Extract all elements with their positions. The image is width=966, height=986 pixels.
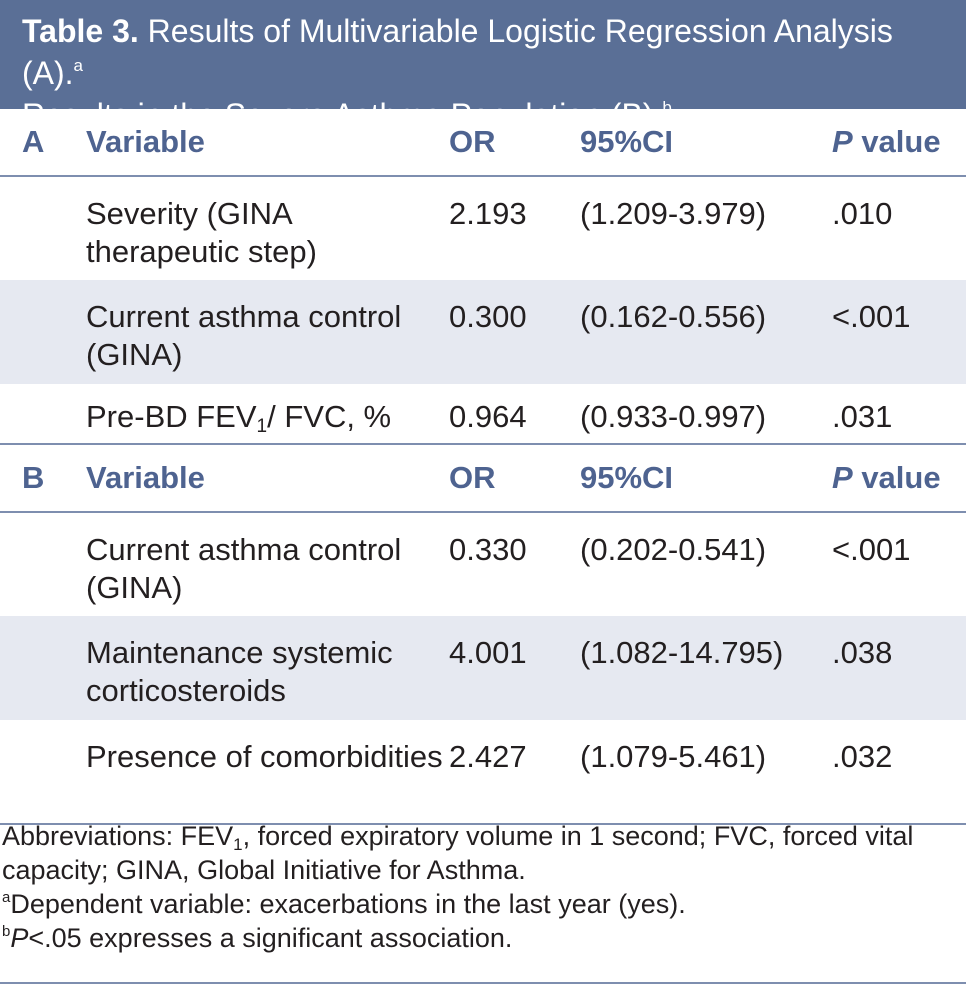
row-variable: Current asthma control (GINA) [86, 280, 449, 384]
p-value-word: value [861, 124, 941, 159]
table-number: Table 3. [22, 13, 139, 49]
row-variable: Severity (GINA therapeutic step) [86, 196, 317, 269]
row-p: .032 [832, 720, 966, 825]
bottom-divider [0, 982, 966, 984]
section-a-label: A [0, 109, 86, 177]
column-header-ci: 95%CI [580, 443, 832, 513]
table-row: Maintenance systemic corticosteroids 4.0… [0, 616, 966, 720]
section-b-label: B [0, 443, 86, 513]
row-or: 4.001 [449, 616, 580, 720]
column-header-or: OR [449, 443, 580, 513]
title-footnote-mark-a: a [73, 56, 84, 75]
row-variable: Presence of comorbidities [86, 720, 449, 825]
row-ci: (1.082-14.795) [580, 616, 832, 720]
header-row-a: A Variable OR 95%CI P value [0, 109, 966, 177]
row-or: 2.427 [449, 720, 580, 825]
column-header-ci: 95%CI [580, 109, 832, 177]
table-row: Severity (GINA therapeutic step) 2.193 (… [0, 176, 966, 280]
row-p: .038 [832, 616, 966, 720]
header-row-b: B Variable OR 95%CI P value [0, 443, 966, 513]
column-header-variable: Variable [86, 443, 449, 513]
row-p: <.001 [832, 532, 911, 567]
footnote-b: bP<.05 expresses a significant associati… [2, 923, 513, 953]
table-footnotes: Abbreviations: FEV1, forced expiratory v… [0, 819, 952, 955]
results-table: A Variable OR 95%CI P value Severity (GI… [0, 109, 966, 825]
row-variable: Pre-BD FEV1/ FVC, % [86, 399, 392, 437]
table-title: Table 3. Results of Multivariable Logist… [0, 0, 966, 133]
row-p: .010 [832, 196, 893, 231]
row-variable: Maintenance systemic corticosteroids [86, 616, 449, 720]
row-or: 2.193 [449, 196, 527, 231]
row-ci: (0.933-0.997) [580, 399, 767, 434]
p-italic: P [832, 124, 853, 159]
abbreviations-note: Abbreviations: FEV1, forced expiratory v… [2, 821, 914, 885]
column-header-p-value: P value [832, 443, 966, 513]
row-or: 0.964 [449, 399, 527, 434]
row-ci: (1.209-3.979) [580, 196, 767, 231]
title-footnote-mark-b: b [662, 98, 672, 117]
row-p: .031 [832, 399, 893, 434]
column-header-variable: Variable [86, 109, 449, 177]
row-ci: (1.079-5.461) [580, 720, 832, 825]
row-or: 0.300 [449, 280, 580, 384]
table-row: Presence of comorbidities 2.427 (1.079-5… [0, 720, 966, 825]
footnote-a: aDependent variable: exacerbations in th… [2, 889, 686, 919]
column-header-or: OR [449, 109, 580, 177]
row-variable: Current asthma control (GINA) [86, 532, 402, 605]
row-or: 0.330 [449, 532, 527, 567]
row-p: <.001 [832, 280, 966, 384]
table-row: Pre-BD FEV1/ FVC, % 0.964 (0.933-0.997) … [0, 384, 966, 444]
table-row: Current asthma control (GINA) 0.300 (0.1… [0, 280, 966, 384]
table-row: Current asthma control (GINA) 0.330 (0.2… [0, 512, 966, 616]
row-ci: (0.162-0.556) [580, 280, 832, 384]
column-header-p-value: P value [832, 109, 966, 177]
row-ci: (0.202-0.541) [580, 532, 767, 567]
title-text-a: Results of Multivariable Logistic Regres… [22, 13, 893, 91]
